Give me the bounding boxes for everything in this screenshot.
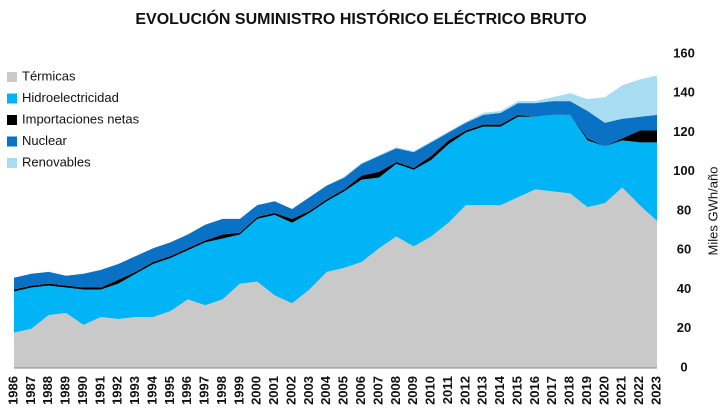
x-tick-label: 1992	[110, 376, 125, 405]
area	[14, 114, 657, 333]
x-tick-label: 2004	[318, 375, 333, 405]
x-tick-label: 2021	[614, 376, 629, 405]
x-tick-label: 1994	[144, 375, 159, 405]
y-tick-label: 60	[677, 242, 691, 257]
x-tick-label: 2010	[423, 376, 438, 405]
legend-label: Importaciones netas	[22, 111, 140, 126]
x-tick-label: 2009	[405, 376, 420, 405]
x-tick-label: 2005	[336, 376, 351, 405]
x-tick-label: 2020	[596, 376, 611, 405]
x-tick-label: 2008	[388, 376, 403, 405]
y-tick-label: 140	[673, 85, 695, 100]
x-tick-label: 2018	[562, 376, 577, 405]
x-tick-label: 2019	[579, 376, 594, 405]
x-tick-label: 2022	[631, 376, 646, 405]
x-tick-label: 1987	[23, 376, 38, 405]
x-tick-label: 1989	[58, 376, 73, 405]
x-tick-label: 1988	[40, 376, 55, 405]
plot-area	[14, 75, 657, 368]
x-tick-label: 1991	[92, 376, 107, 405]
legend-swatch	[7, 93, 17, 104]
y-tick-label: 40	[677, 281, 691, 296]
area	[14, 101, 657, 290]
y-tick-label: 120	[673, 124, 695, 139]
y-tick-label: 160	[673, 45, 695, 60]
x-tick-label: 2011	[440, 376, 455, 404]
y-tick-label: 80	[677, 202, 691, 217]
legend-swatch	[7, 115, 17, 125]
legend-swatch	[7, 72, 17, 82]
x-tick-label: 2000	[249, 376, 264, 405]
y-tick-label: 100	[673, 163, 695, 178]
x-tick-label: 2003	[301, 376, 316, 405]
x-tick-label: 1990	[75, 376, 90, 405]
legend-label: Térmicas	[22, 68, 76, 83]
x-tick-label: 1995	[162, 376, 177, 405]
x-tick-label: 2007	[370, 376, 385, 405]
x-tick-label: 1999	[231, 376, 246, 405]
x-tick-label: 2013	[475, 376, 490, 405]
legend-swatch	[7, 136, 17, 147]
area	[14, 187, 657, 368]
chart-title: EVOLUCIÓN SUMINISTRO HISTÓRICO ELÉCTRICO…	[135, 9, 586, 28]
x-tick-label: 2023	[648, 376, 663, 405]
x-tick-label: 2012	[457, 376, 472, 405]
x-tick-label: 1996	[179, 376, 194, 405]
legend-label: Nuclear	[22, 133, 67, 148]
x-tick-label: 2001	[266, 376, 281, 405]
x-tick-label: 2006	[353, 376, 368, 405]
x-tick-label: 2017	[544, 376, 559, 405]
legend-label: Renovables	[22, 154, 91, 169]
x-tick-label: 2016	[527, 376, 542, 405]
legend-swatch	[7, 158, 17, 168]
x-tick-label: 1993	[127, 376, 142, 405]
x-tick-label: 2015	[509, 376, 524, 405]
legend-label: Hidroelectricidad	[22, 90, 119, 105]
x-tick-label: 1986	[5, 376, 20, 405]
x-tick-label: 1997	[197, 376, 212, 405]
x-tick-label: 2014	[492, 375, 507, 405]
y-tick-label: 0	[680, 359, 687, 374]
y-axis-label: Miles GWh/año	[705, 167, 720, 256]
x-tick-label: 1998	[214, 376, 229, 405]
x-tick-label: 2002	[283, 376, 298, 405]
y-tick-label: 20	[677, 320, 691, 335]
